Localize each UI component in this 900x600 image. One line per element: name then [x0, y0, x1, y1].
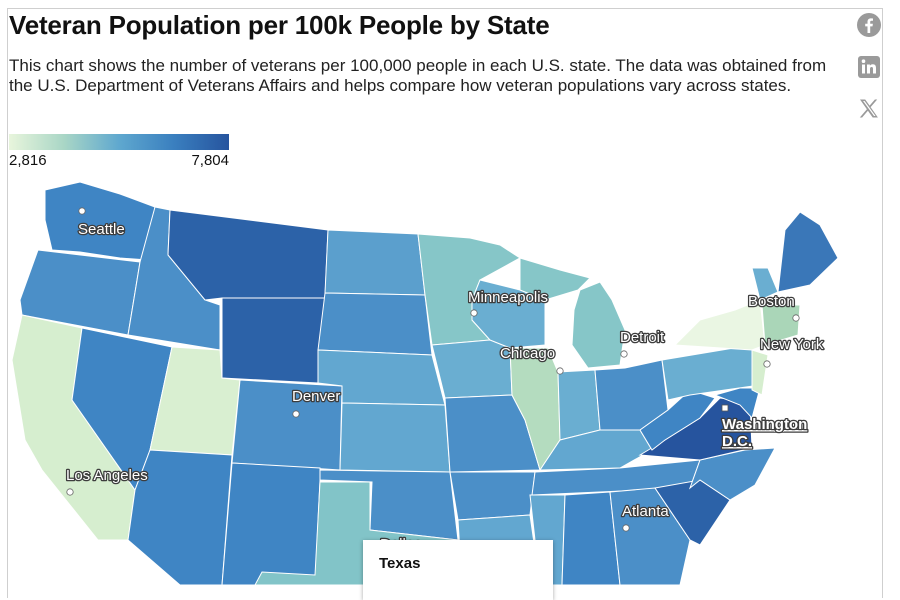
us-choropleth-map: Seattle Minneapolis Boston Detroit Chica… — [11, 181, 839, 585]
city-seattle: Seattle — [77, 207, 126, 239]
tooltip-title: Texas — [379, 555, 421, 572]
state-oregon[interactable] — [19, 249, 141, 336]
svg-text:Minneapolis: Minneapolis — [468, 289, 548, 306]
state-north-dakota[interactable] — [324, 229, 426, 296]
state-alabama[interactable] — [561, 491, 621, 585]
svg-text:Atlanta: Atlanta — [622, 503, 669, 520]
city-atlanta: Atlanta — [621, 502, 671, 532]
color-legend: 2,816 7,804 — [9, 134, 229, 169]
city-new-york: New York — [759, 335, 825, 368]
legend-min-label: 2,816 — [9, 152, 47, 169]
state-kansas[interactable] — [339, 402, 451, 473]
state-arizona[interactable] — [127, 449, 233, 585]
state-michigan-upper[interactable] — [519, 257, 591, 301]
svg-text:Los Angeles: Los Angeles — [66, 467, 148, 484]
chart-description: This chart shows the number of veterans … — [9, 56, 827, 95]
city-los-angeles: Los Angeles — [65, 466, 149, 496]
share-buttons — [856, 12, 884, 138]
svg-text:Denver: Denver — [292, 388, 340, 405]
state-indiana[interactable] — [557, 369, 601, 441]
chart-frame — [7, 8, 883, 598]
state-georgia[interactable] — [609, 487, 691, 585]
x-twitter-icon[interactable] — [856, 96, 882, 122]
state-michigan[interactable] — [571, 281, 626, 369]
city-chicago: Chicago — [499, 344, 564, 375]
state-washington[interactable] — [44, 181, 156, 261]
city-minneapolis: Minneapolis — [467, 288, 549, 317]
state-tooltip: Texas — [363, 540, 553, 600]
state-wyoming[interactable] — [221, 297, 326, 384]
svg-text:New York: New York — [760, 336, 824, 353]
facebook-icon[interactable] — [856, 12, 882, 38]
legend-max-label: 7,804 — [191, 152, 229, 169]
chart-title: Veteran Population per 100k People by St… — [9, 10, 550, 40]
state-massachusetts[interactable] — [761, 304, 801, 346]
state-new-mexico[interactable] — [221, 462, 321, 585]
linkedin-icon[interactable] — [856, 54, 882, 80]
state-arkansas[interactable] — [449, 471, 536, 521]
svg-text:Detroit: Detroit — [620, 329, 665, 346]
city-washington-dc: Washington D.C. — [721, 404, 809, 451]
legend-gradient-bar — [9, 134, 229, 150]
state-south-dakota[interactable] — [317, 292, 433, 356]
state-maryland[interactable] — [713, 387, 761, 420]
city-detroit: Detroit — [619, 328, 666, 358]
state-west-virginia[interactable] — [639, 389, 716, 451]
svg-text:Chicago: Chicago — [500, 345, 555, 362]
svg-text:Seattle: Seattle — [78, 221, 125, 238]
svg-text:D.C.: D.C. — [722, 433, 752, 450]
state-new-jersey[interactable] — [751, 349, 769, 396]
state-maine[interactable] — [777, 211, 839, 293]
svg-text:Washington: Washington — [722, 416, 807, 433]
svg-text:Boston: Boston — [748, 293, 795, 310]
city-denver: Denver — [291, 387, 342, 418]
city-boston: Boston — [747, 292, 800, 322]
